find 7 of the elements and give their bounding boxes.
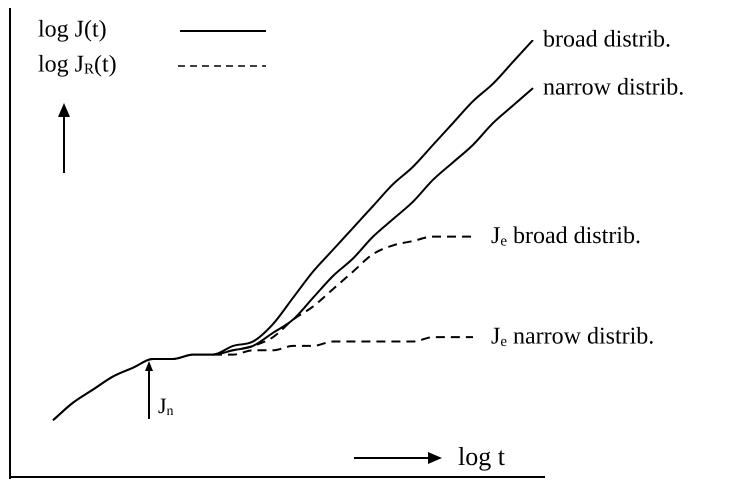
series-label: broad distrib. (543, 26, 671, 52)
x-axis-title: log t (458, 442, 506, 471)
series-label: Je narrow distrib. (491, 323, 654, 350)
series-label: Je broad distrib. (491, 222, 641, 250)
series-label: narrow distrib. (543, 74, 684, 100)
annotation: log J(t) (38, 16, 107, 42)
annotation: log JR(t) (38, 51, 117, 78)
